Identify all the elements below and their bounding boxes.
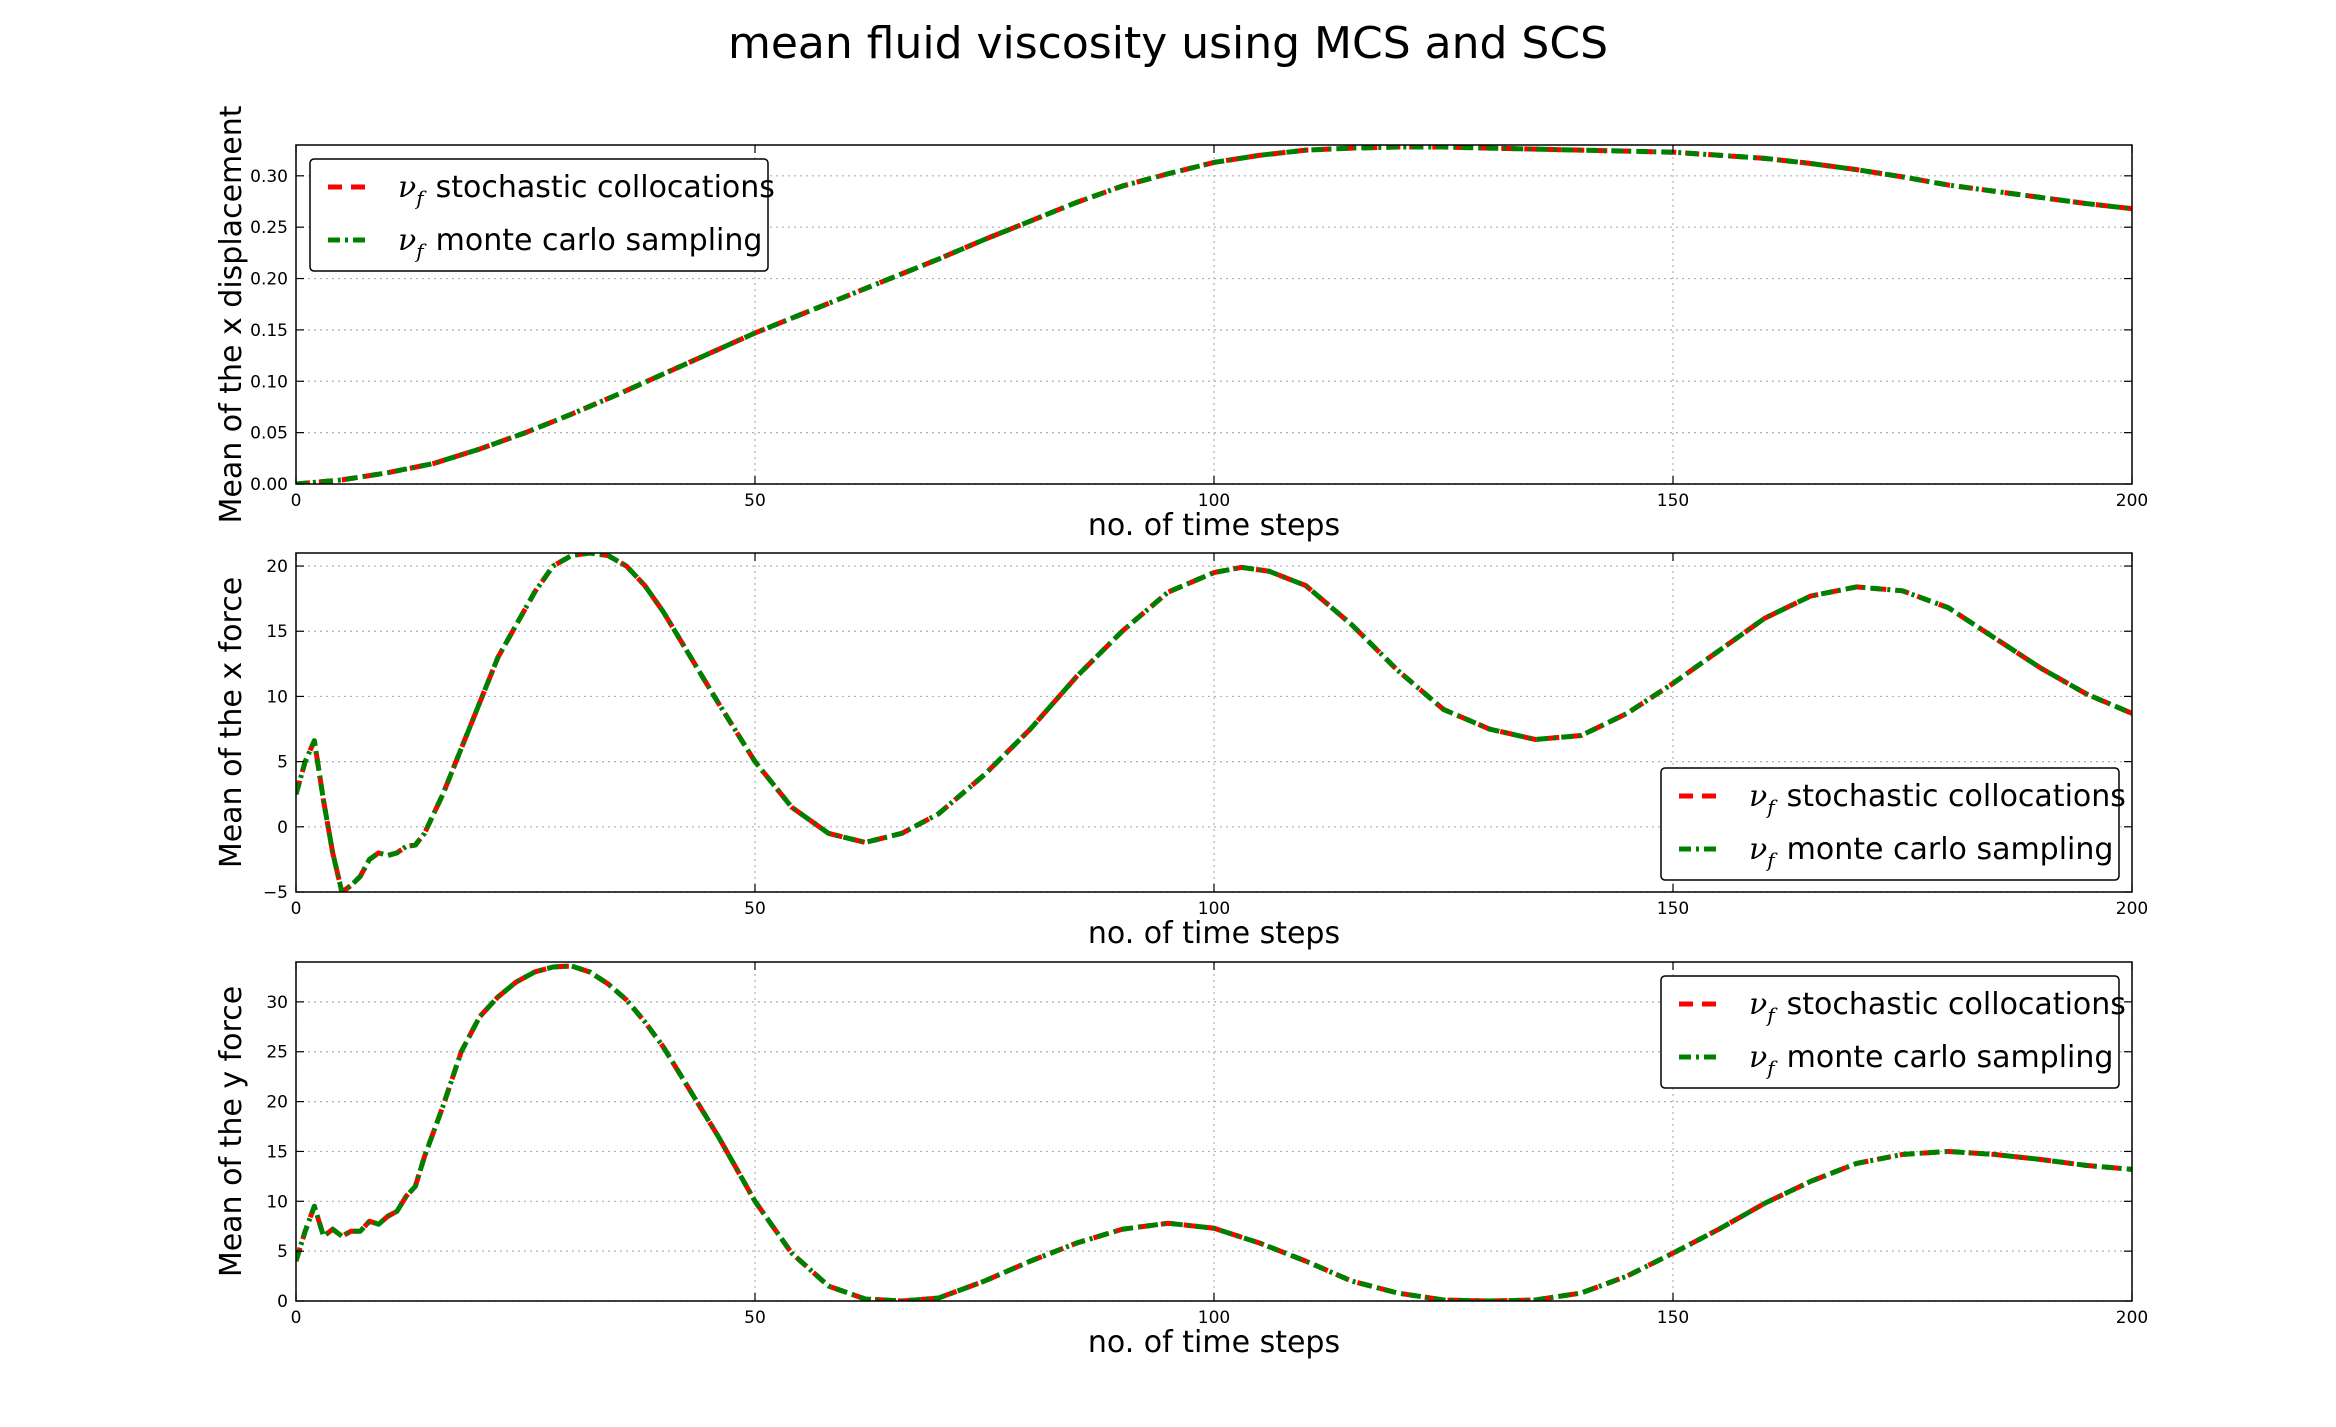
legend-symbol: ν	[1749, 779, 1767, 814]
y-tick-label: 10	[266, 687, 288, 707]
series-group	[296, 145, 2132, 484]
legend-text: stochastic collocations	[436, 170, 775, 205]
legend-box	[1660, 975, 2120, 1089]
series-line-monte-carlo-sampling	[296, 963, 2132, 1301]
y-tick-label: 0.20	[250, 270, 288, 290]
y-axis-label: Mean of the x displacement	[214, 105, 249, 523]
x-tick-label: 200	[2116, 899, 2148, 919]
y-tick-label: 0.30	[250, 167, 288, 187]
y-tick-label: 5	[277, 1242, 288, 1262]
legend-label: νf stochastic collocations	[398, 170, 775, 210]
series-group	[296, 553, 2132, 892]
y-tick-label: 15	[266, 622, 288, 642]
y-tick-label: 0.00	[250, 475, 288, 495]
y-tick-label: 0.25	[250, 218, 288, 238]
legend: νf stochastic collocations νf monte carlo s…	[309, 158, 775, 272]
x-axis-label: no. of time steps	[1088, 916, 1340, 951]
subplot-grid: 0 50 100 150 2000.000.050.100.150.200.250.30…	[214, 105, 2148, 1360]
legend-item: νf stochastic collocations	[1679, 779, 2126, 819]
legend-symbol: ν	[1749, 832, 1767, 867]
legend: νf stochastic collocations νf monte carlo s…	[1660, 767, 2126, 881]
subplot-1: 0 50 100 150 200 0.00 0.05 0.10 0.15 0.20 0.25 0.30…	[214, 105, 2148, 543]
x-tick-label: 50	[744, 899, 766, 919]
legend-label: νf monte carlo sampling	[1749, 1040, 2113, 1080]
series-group	[296, 963, 2132, 1301]
legend-item: νf monte carlo sampling	[1679, 832, 2113, 872]
x-tick-label: 200	[2116, 491, 2148, 511]
legend-text: monte carlo sampling	[436, 223, 763, 258]
legend-label: νf stochastic collocations	[1749, 779, 2126, 819]
y-tick-label: 25	[266, 1043, 288, 1063]
y-tick-label: 0	[277, 1292, 288, 1312]
series-line-monte-carlo-sampling	[296, 145, 2132, 484]
y-tick-label: 5	[277, 753, 288, 773]
x-tick-label: 50	[744, 491, 766, 511]
legend-text: stochastic collocations	[1787, 779, 2126, 814]
legend-text: monte carlo sampling	[1787, 1040, 2114, 1075]
y-tick-label: 0.05	[250, 424, 288, 444]
x-axis-label: no. of time steps	[1088, 508, 1340, 543]
x-tick-label: 150	[1657, 899, 1689, 919]
legend-text: stochastic collocations	[1787, 987, 2126, 1022]
legend-symbol: ν	[1749, 987, 1767, 1022]
y-tick-label: 0.10	[250, 372, 288, 392]
legend-box	[309, 158, 769, 272]
y-tick-label: 0	[277, 818, 288, 838]
x-tick-label: 0	[291, 1308, 302, 1328]
y-tick-label: 20	[266, 557, 288, 577]
x-tick-label: 0	[291, 899, 302, 919]
legend-label: νf monte carlo sampling	[1749, 832, 2113, 872]
y-tick-label: −5	[263, 883, 288, 903]
x-tick-label: 100	[1198, 899, 1230, 919]
y-tick-label: 15	[266, 1142, 288, 1162]
legend-box	[1660, 767, 2120, 881]
x-tick-label: 150	[1657, 1308, 1689, 1328]
legend-item: νf monte carlo sampling	[328, 223, 762, 263]
legend-label: νf monte carlo sampling	[398, 223, 762, 263]
x-tick-label: 100	[1198, 491, 1230, 511]
y-tick-label: 20	[266, 1093, 288, 1113]
y-tick-label: 10	[266, 1192, 288, 1212]
legend-symbol: ν	[398, 223, 416, 258]
x-tick-label: 0	[291, 491, 302, 511]
y-tick-label: 0.15	[250, 321, 288, 341]
y-tick-label: 30	[266, 993, 288, 1013]
subplot-3: 0 50 100 150 200 0 5 10 15 20 25 30 no. of time step…	[214, 961, 2148, 1360]
x-tick-label: 100	[1198, 1308, 1230, 1328]
legend-label: νf stochastic collocations	[1749, 987, 2126, 1027]
y-axis-label: Mean of the x force	[214, 577, 249, 868]
legend-text: monte carlo sampling	[1787, 832, 2114, 867]
y-axis-label: Mean of the y force	[214, 986, 249, 1277]
legend-symbol: ν	[398, 170, 416, 205]
series-line-monte-carlo-sampling	[296, 553, 2132, 892]
figure-title: mean fluid viscosity using MCS and SCS	[728, 18, 1608, 69]
x-tick-label: 50	[744, 1308, 766, 1328]
legend-item: νf monte carlo sampling	[1679, 1040, 2113, 1080]
legend-symbol: ν	[1749, 1040, 1767, 1075]
x-axis-label: no. of time steps	[1088, 1325, 1340, 1360]
x-tick-label: 150	[1657, 491, 1689, 511]
legend-item: νf stochastic collocations	[328, 170, 775, 210]
x-tick-label: 200	[2116, 1308, 2148, 1328]
legend: νf stochastic collocations νf monte carlo s…	[1660, 975, 2126, 1089]
